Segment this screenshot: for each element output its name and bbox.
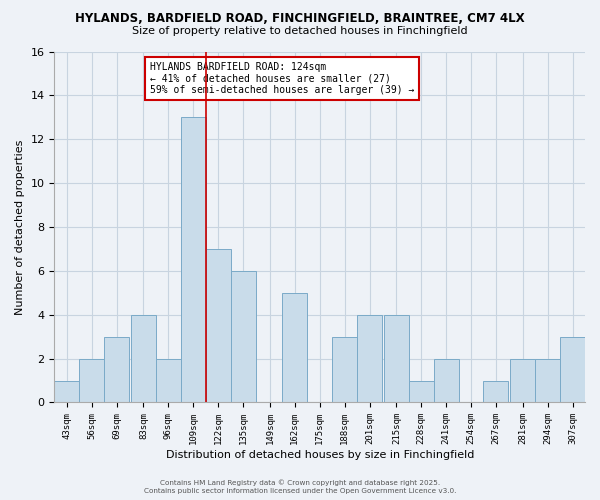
Y-axis label: Number of detached properties: Number of detached properties xyxy=(15,140,25,314)
Bar xyxy=(156,358,181,403)
Bar xyxy=(55,380,79,402)
Text: HYLANDS, BARDFIELD ROAD, FINCHINGFIELD, BRAINTREE, CM7 4LX: HYLANDS, BARDFIELD ROAD, FINCHINGFIELD, … xyxy=(75,12,525,26)
Text: HYLANDS BARDFIELD ROAD: 124sqm
← 41% of detached houses are smaller (27)
59% of : HYLANDS BARDFIELD ROAD: 124sqm ← 41% of … xyxy=(150,62,414,95)
Bar xyxy=(181,118,206,403)
Bar xyxy=(535,358,560,403)
X-axis label: Distribution of detached houses by size in Finchingfield: Distribution of detached houses by size … xyxy=(166,450,474,460)
Bar xyxy=(104,336,129,402)
Bar xyxy=(560,336,585,402)
Bar xyxy=(434,358,458,403)
Bar xyxy=(230,271,256,402)
Bar xyxy=(357,314,382,402)
Bar xyxy=(510,358,535,403)
Bar xyxy=(484,380,508,402)
Bar xyxy=(332,336,357,402)
Text: Size of property relative to detached houses in Finchingfield: Size of property relative to detached ho… xyxy=(132,26,468,36)
Bar xyxy=(283,293,307,403)
Bar xyxy=(384,314,409,402)
Bar xyxy=(79,358,104,403)
Bar xyxy=(206,249,230,402)
Bar xyxy=(131,314,156,402)
Text: Contains HM Land Registry data © Crown copyright and database right 2025.
Contai: Contains HM Land Registry data © Crown c… xyxy=(144,480,456,494)
Bar xyxy=(409,380,434,402)
